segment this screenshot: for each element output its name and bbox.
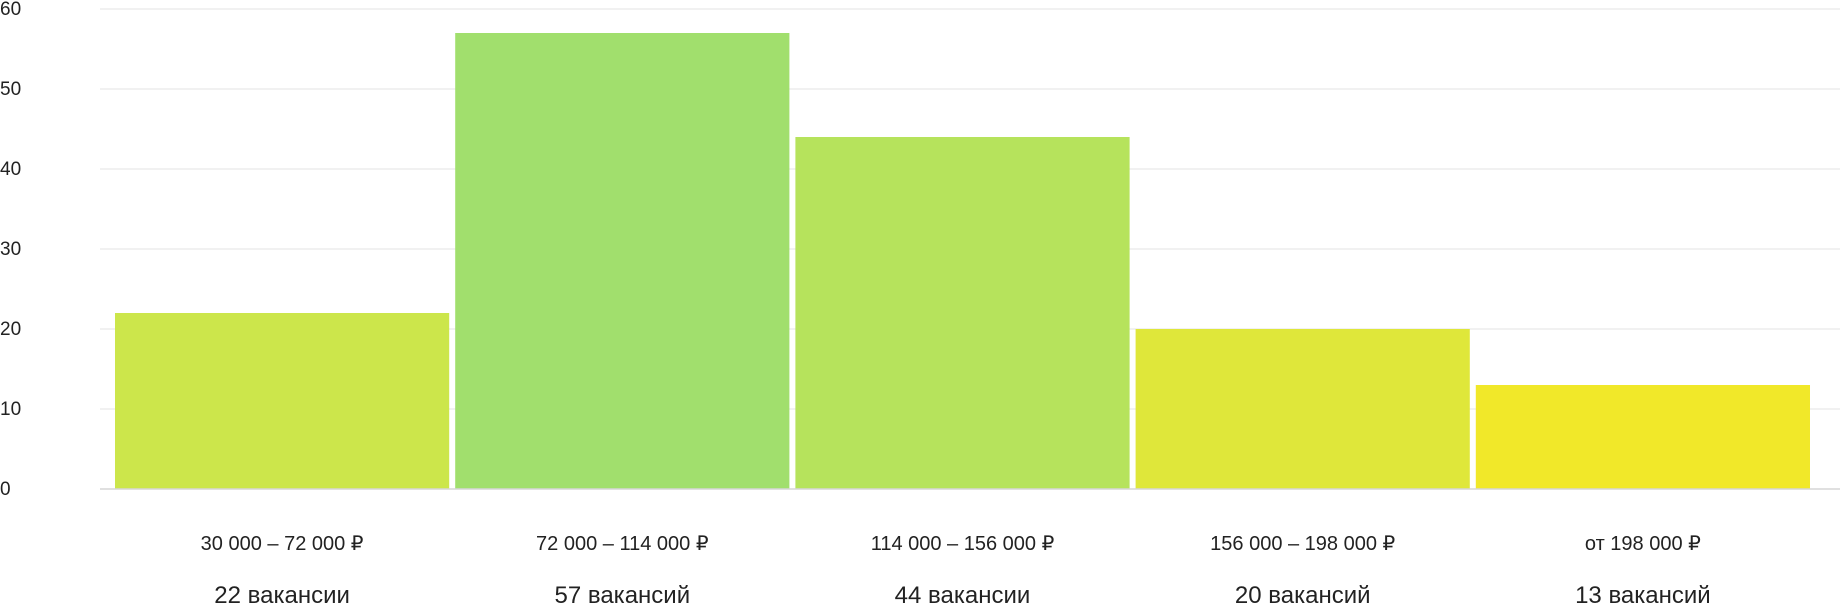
y-tick-label: 10 <box>0 399 21 420</box>
x-category-label: 156 000 – 198 000 ₽ <box>1210 533 1395 555</box>
bar[interactable] <box>1135 329 1470 489</box>
y-tick-label: 0 <box>0 479 11 500</box>
y-tick-label: 40 <box>0 159 21 180</box>
y-tick-label: 30 <box>0 239 21 260</box>
x-count-label: 44 вакансии <box>895 582 1031 606</box>
x-axis-count-labels: 22 вакансии 57 вакансий 44 вакансии 20 вака… <box>214 582 1710 606</box>
x-count-label: 22 вакансии <box>214 582 350 606</box>
bar[interactable] <box>795 137 1130 489</box>
y-tick-label: 50 <box>0 79 21 100</box>
x-category-label: 114 000 – 156 000 ₽ <box>871 533 1055 555</box>
y-tick-label: 20 <box>0 319 21 340</box>
x-count-label: 13 вакансий <box>1575 582 1711 606</box>
bar[interactable] <box>115 313 450 489</box>
x-count-label: 20 вакансий <box>1235 582 1371 606</box>
bar[interactable] <box>455 33 790 489</box>
bar[interactable] <box>1475 385 1810 489</box>
x-count-label: 57 вакансий <box>554 582 690 606</box>
x-category-label: 30 000 – 72 000 ₽ <box>201 533 364 555</box>
bars <box>115 33 1810 489</box>
y-tick-label: 60 <box>0 0 21 20</box>
y-axis-ticks: 0 10 20 30 40 50 60 <box>0 0 21 500</box>
x-axis-category-labels: 30 000 – 72 000 ₽ 72 000 – 114 000 ₽ 114 0… <box>201 533 1701 555</box>
x-category-label: от 198 000 ₽ <box>1585 533 1701 555</box>
x-category-label: 72 000 – 114 000 ₽ <box>536 533 709 555</box>
